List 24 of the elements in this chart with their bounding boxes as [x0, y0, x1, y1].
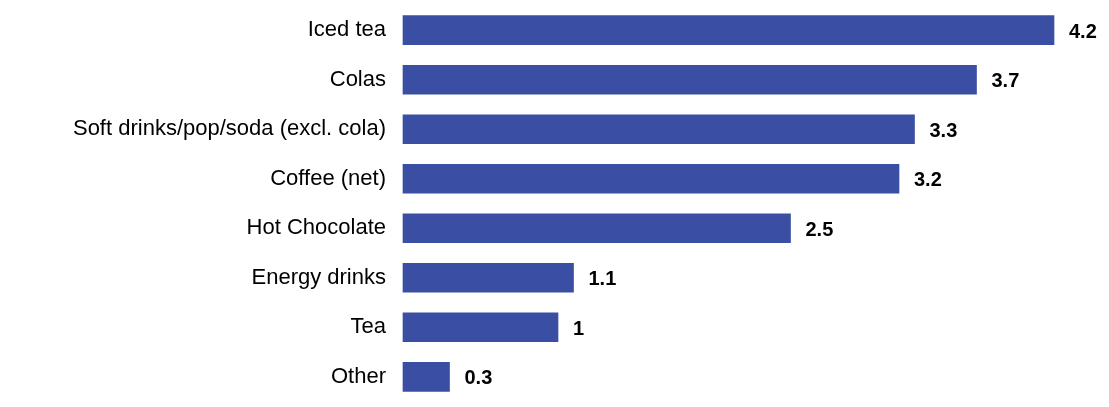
bar: [402, 15, 1055, 46]
y-tick-label: Coffee (net): [270, 164, 386, 190]
data-label: 3.3: [929, 118, 958, 141]
y-tick-label: Tea: [350, 313, 387, 339]
y-tick-label: Hot Chocolate: [246, 214, 386, 240]
y-tick-label: Other: [330, 362, 386, 388]
y-tick-label: Colas: [329, 65, 386, 91]
data-label: 4.2: [1069, 19, 1097, 42]
data-label: 3.2: [914, 168, 942, 191]
data-label: 1.1: [588, 267, 617, 290]
y-tick-label: Energy drinks: [251, 263, 386, 289]
bar: [402, 262, 574, 293]
data-label: 1: [573, 316, 585, 339]
bar: [402, 64, 977, 95]
bar: [402, 213, 791, 244]
y-tick-label: Soft drinks/pop/soda (excl. cola): [72, 115, 386, 141]
bar: [402, 163, 900, 194]
bar: [402, 361, 450, 392]
data-label: 0.3: [464, 366, 493, 389]
y-tick-label: Iced tea: [307, 16, 387, 42]
data-label: 3.7: [991, 69, 1020, 92]
data-label: 2.5: [805, 217, 834, 240]
bar: [402, 312, 559, 343]
bar: [402, 114, 915, 145]
